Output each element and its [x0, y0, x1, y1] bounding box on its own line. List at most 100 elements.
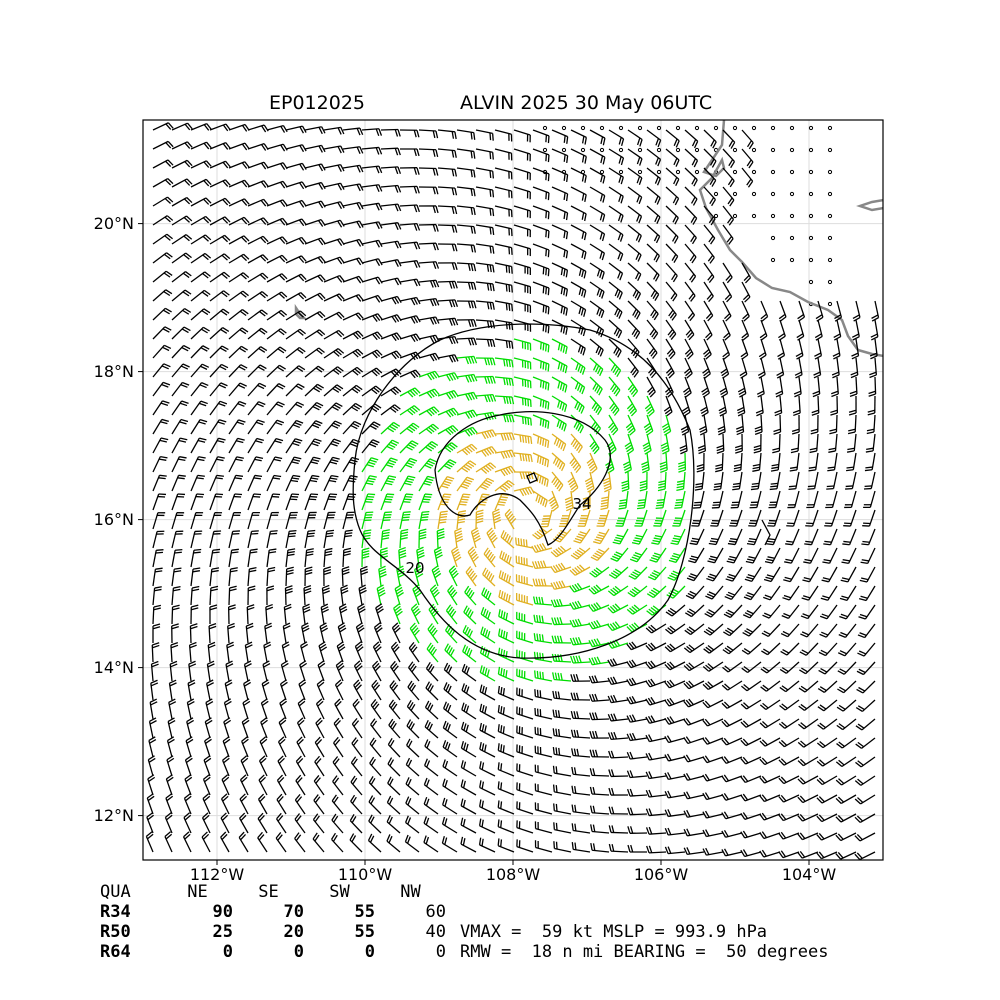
wind-barb: [627, 262, 642, 282]
wind-barb: [665, 224, 679, 244]
wind-barb: [282, 622, 291, 644]
wind-barb: [721, 811, 743, 820]
wind-barb: [380, 421, 401, 435]
wind-barb: [407, 680, 420, 701]
wind-barb: [442, 740, 458, 758]
wind-barb: [285, 493, 300, 511]
wind-barb: [822, 547, 838, 564]
wind-barb: [285, 199, 307, 208]
wind-barb: [370, 699, 382, 720]
wind-barb: [818, 661, 838, 675]
wind-barb: [834, 300, 843, 322]
wind-barb: [664, 753, 686, 762]
wind-barb: [741, 300, 750, 322]
coastline-island: [856, 198, 883, 212]
wind-barb: [707, 547, 724, 564]
wind-barb: [516, 593, 534, 606]
wind-barb: [298, 679, 307, 701]
wind-barb: [285, 438, 303, 454]
wind-barb: [437, 476, 455, 492]
wind-barb: [551, 243, 569, 259]
wind-barb: [740, 680, 762, 692]
wind-barb: [577, 509, 591, 527]
wind-barb: [871, 300, 880, 322]
wind-barb: [190, 437, 207, 454]
wind-barb: [304, 420, 323, 435]
radii-header-ne: NE: [187, 882, 208, 902]
wind-barb: [778, 300, 787, 322]
wind-barb: [588, 638, 610, 648]
wind-barb: [608, 376, 621, 397]
wind-barb: [202, 793, 211, 815]
wind-barb: [456, 426, 478, 437]
contour-label: 20: [405, 559, 424, 577]
wind-barb: [323, 182, 345, 191]
wind-barb: [460, 836, 477, 853]
land-dot: [789, 125, 795, 131]
wind-barb: [551, 319, 568, 335]
wind-barb: [827, 452, 838, 472]
wind-barb: [201, 831, 211, 853]
wind-barb: [207, 641, 216, 663]
wind-barb: [646, 338, 658, 359]
wind-barb: [281, 641, 290, 663]
wind-barb: [665, 357, 675, 379]
wind-barb: [702, 718, 724, 727]
wind-barb: [683, 680, 705, 690]
wind-barb: [171, 122, 193, 131]
wind-barb: [424, 719, 439, 739]
wind-barb: [247, 548, 258, 568]
lon-label: 112°W: [189, 865, 245, 884]
wind-barb: [372, 660, 382, 682]
wind-barb: [426, 642, 439, 663]
wind-barb: [425, 681, 439, 701]
wind-barb: [442, 797, 458, 815]
wind-barb: [548, 490, 559, 512]
wind-barb: [479, 722, 496, 739]
wind-barb: [837, 680, 857, 694]
land-dot: [694, 125, 700, 131]
wind-barb: [461, 683, 477, 701]
wind-barb: [740, 812, 762, 820]
wind-barb: [683, 661, 705, 672]
wind-barb: [285, 383, 305, 397]
land-dot: [656, 147, 662, 153]
wind-barb: [684, 129, 699, 149]
lat-label: 14°N: [93, 657, 134, 677]
wind-barb: [858, 585, 876, 602]
wind-barb: [152, 418, 169, 435]
wind-barb: [590, 842, 610, 853]
wind-barb: [304, 126, 326, 135]
wind-barb: [304, 255, 326, 264]
wind-barb: [266, 143, 288, 152]
wind-barb: [497, 705, 515, 720]
land-dot: [827, 191, 833, 197]
wind-barb: [276, 793, 287, 815]
wind-barb: [684, 319, 695, 341]
wind-barb: [607, 713, 629, 722]
wind-barb: [778, 718, 800, 729]
wind-barb: [387, 738, 401, 758]
wind-barb: [380, 350, 402, 360]
wind-barb: [513, 281, 532, 294]
radii-ne: 0: [222, 942, 233, 962]
wind-barb: [475, 319, 496, 329]
wind-barb: [814, 319, 823, 341]
wind-barb: [608, 414, 619, 436]
wind-barb: [602, 471, 612, 493]
wind-barb: [864, 452, 876, 472]
wind-barb: [209, 345, 229, 359]
wind-barb: [445, 604, 458, 625]
wind-barb: [722, 642, 743, 655]
wind-barb: [627, 319, 641, 339]
wind-barb: [571, 823, 591, 834]
wind-barb: [323, 420, 342, 435]
wind-barb: [479, 703, 496, 720]
wind-barb: [266, 401, 285, 416]
wind-barb: [569, 582, 591, 593]
radii-sw: 55: [354, 902, 375, 922]
wind-barb: [570, 300, 587, 317]
wind-barb: [645, 660, 667, 670]
wind-barb: [756, 376, 765, 398]
wind-barb: [516, 820, 534, 834]
